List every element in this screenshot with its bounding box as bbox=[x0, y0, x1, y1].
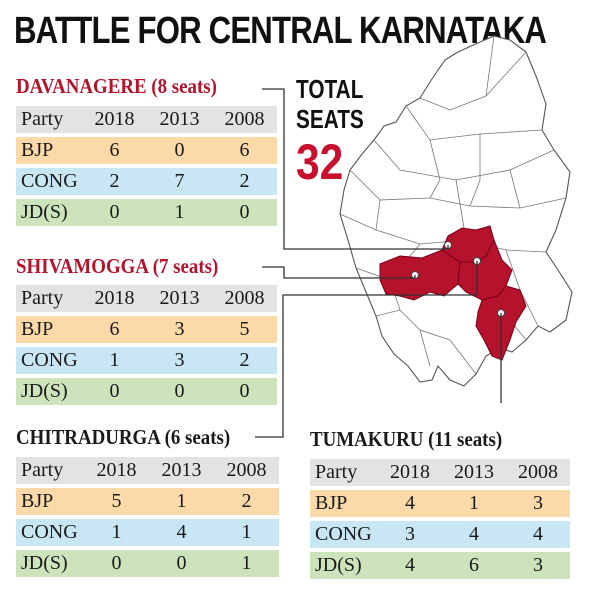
chitradurga-marker bbox=[473, 257, 481, 265]
table-row: BJP 5 1 2 bbox=[16, 488, 279, 515]
shivamogga-heading: SHIVAMOGGA (7 seats) bbox=[16, 254, 219, 278]
column-header: 2018 bbox=[390, 461, 430, 483]
table-row: CONG 3 4 4 bbox=[310, 521, 570, 548]
value-cell: 3 bbox=[174, 318, 185, 340]
value-cell: 5 bbox=[239, 318, 250, 340]
party-cell: BJP bbox=[315, 492, 348, 514]
value-cell: 6 bbox=[469, 554, 479, 576]
column-header: 2018 bbox=[94, 108, 135, 130]
value-cell: 4 bbox=[533, 523, 543, 545]
value-cell: 0 bbox=[239, 201, 250, 223]
davanagere-heading: DAVANAGERE (8 seats) bbox=[16, 74, 217, 98]
value-cell: 4 bbox=[405, 492, 415, 514]
total-value: 32 bbox=[296, 134, 344, 190]
chitradurga-heading: CHITRADURGA (6 seats) bbox=[16, 425, 231, 449]
column-header: 2008 bbox=[226, 459, 267, 481]
table-header-row: Party 2018 2013 2008 bbox=[310, 459, 570, 486]
table-row: JD(S) 0 1 0 bbox=[16, 199, 277, 226]
column-header: Party bbox=[21, 287, 64, 309]
table-row: JD(S) 4 6 3 bbox=[310, 552, 570, 579]
table-row: BJP 6 3 5 bbox=[16, 316, 277, 343]
value-cell: 1 bbox=[111, 521, 122, 543]
tumakuru-marker bbox=[497, 309, 505, 317]
table-row: BJP 4 1 3 bbox=[310, 490, 570, 517]
party-cell: BJP bbox=[21, 139, 54, 161]
value-cell: 1 bbox=[241, 552, 252, 574]
total-label-line1: TOTAL bbox=[296, 74, 364, 104]
value-cell: 3 bbox=[405, 523, 415, 545]
value-cell: 1 bbox=[241, 521, 252, 543]
value-cell: 5 bbox=[111, 490, 122, 512]
value-cell: 0 bbox=[239, 380, 250, 402]
column-header: 2013 bbox=[159, 287, 200, 309]
party-cell: CONG bbox=[21, 349, 78, 371]
party-cell: CONG bbox=[21, 170, 78, 192]
chitradurga-table: Party 2018 2013 2008 BJP 5 1 2 CONG 1 4 … bbox=[16, 453, 279, 581]
value-cell: 1 bbox=[469, 492, 479, 514]
column-header: 2018 bbox=[94, 287, 135, 309]
party-cell: JD(S) bbox=[315, 554, 362, 576]
value-cell: 6 bbox=[109, 139, 120, 161]
table-header-row: Party 2018 2013 2008 bbox=[16, 285, 277, 312]
column-header: Party bbox=[315, 461, 358, 483]
column-header: 2008 bbox=[518, 461, 558, 483]
value-cell: 3 bbox=[174, 349, 185, 371]
table-header-row: Party 2018 2013 2008 bbox=[16, 457, 279, 484]
tumakuru-table: Party 2018 2013 2008 BJP 4 1 3 CONG 3 4 … bbox=[310, 455, 570, 583]
party-cell: BJP bbox=[21, 318, 54, 340]
value-cell: 0 bbox=[176, 552, 187, 574]
table-row: BJP 6 0 6 bbox=[16, 137, 277, 164]
value-cell: 3 bbox=[533, 492, 543, 514]
column-header: 2013 bbox=[454, 461, 494, 483]
party-cell: CONG bbox=[315, 523, 372, 545]
value-cell: 6 bbox=[109, 318, 120, 340]
value-cell: 7 bbox=[174, 170, 185, 192]
party-cell: BJP bbox=[21, 490, 54, 512]
value-cell: 2 bbox=[239, 349, 250, 371]
value-cell: 0 bbox=[111, 552, 122, 574]
value-cell: 4 bbox=[469, 523, 479, 545]
value-cell: 0 bbox=[109, 380, 120, 402]
value-cell: 4 bbox=[405, 554, 415, 576]
davanagere-marker bbox=[444, 241, 452, 249]
value-cell: 0 bbox=[109, 201, 120, 223]
value-cell: 2 bbox=[241, 490, 252, 512]
shivamogga-marker bbox=[411, 271, 419, 279]
table-row: CONG 2 7 2 bbox=[16, 168, 277, 195]
total-seats: TOTAL SEATS 32 bbox=[296, 74, 381, 188]
value-cell: 0 bbox=[174, 139, 185, 161]
table-row: JD(S) 0 0 0 bbox=[16, 378, 277, 405]
value-cell: 1 bbox=[174, 201, 185, 223]
value-cell: 1 bbox=[176, 490, 187, 512]
page-title: BATTLE FOR CENTRAL KARNATAKA bbox=[14, 10, 547, 52]
value-cell: 4 bbox=[176, 521, 187, 543]
party-cell: JD(S) bbox=[21, 552, 68, 574]
value-cell: 3 bbox=[533, 554, 543, 576]
value-cell: 6 bbox=[239, 139, 250, 161]
value-cell: 1 bbox=[109, 349, 120, 371]
column-header: 2018 bbox=[96, 459, 137, 481]
table-header-row: Party 2018 2013 2008 bbox=[16, 106, 277, 133]
column-header: 2008 bbox=[224, 287, 265, 309]
column-header: 2013 bbox=[159, 108, 200, 130]
column-header: 2008 bbox=[224, 108, 265, 130]
shivamogga-table: Party 2018 2013 2008 BJP 6 3 5 CONG 1 3 … bbox=[16, 281, 277, 409]
table-row: CONG 1 3 2 bbox=[16, 347, 277, 374]
tumakuru-heading: TUMAKURU (11 seats) bbox=[310, 427, 503, 451]
value-cell: 2 bbox=[109, 170, 120, 192]
party-cell: JD(S) bbox=[21, 380, 68, 402]
party-cell: JD(S) bbox=[21, 201, 68, 223]
davanagere-table: Party 2018 2013 2008 BJP 6 0 6 CONG 2 7 … bbox=[16, 102, 277, 230]
column-header: Party bbox=[21, 108, 64, 130]
party-cell: CONG bbox=[21, 521, 78, 543]
column-header: 2013 bbox=[161, 459, 202, 481]
total-label-line2: SEATS bbox=[296, 104, 364, 134]
table-row: JD(S) 0 0 1 bbox=[16, 550, 279, 577]
table-row: CONG 1 4 1 bbox=[16, 519, 279, 546]
column-header: Party bbox=[21, 459, 64, 481]
value-cell: 0 bbox=[174, 380, 185, 402]
value-cell: 2 bbox=[239, 170, 250, 192]
